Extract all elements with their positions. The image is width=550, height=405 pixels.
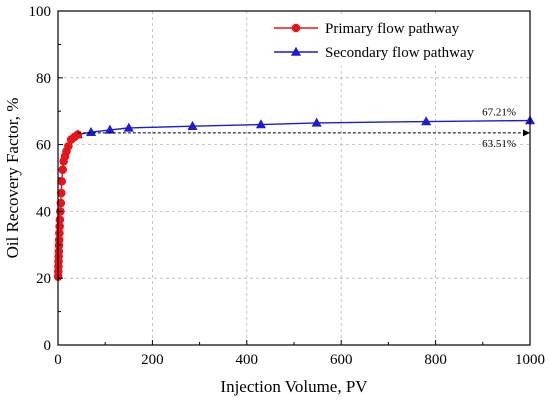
x-tick-label-5: 1000	[515, 352, 545, 368]
reference-arrow-head	[523, 129, 530, 137]
legend-marker-primary	[291, 23, 301, 33]
x-tick-label-0: 0	[54, 352, 62, 368]
axis-ticks	[57, 10, 531, 346]
data-point-secondary	[255, 119, 266, 129]
data-point-secondary	[86, 126, 97, 136]
legend: Primary flow pathway Secondary flow path…	[268, 14, 526, 66]
data-point-primary	[64, 141, 73, 151]
reference-layer	[77, 129, 530, 137]
data-point-secondary	[123, 122, 134, 132]
x-tick-label-4: 800	[424, 352, 447, 368]
x-tick-label-3: 600	[330, 352, 353, 368]
data-point-primary	[57, 188, 66, 198]
data-point-primary	[58, 165, 68, 174]
y-tick-label-2: 40	[36, 204, 51, 220]
x-tick-label-2: 400	[236, 352, 259, 368]
data-point-secondary	[421, 116, 432, 126]
legend-label-primary: Primary flow pathway	[325, 21, 460, 37]
annotation-reference-recovery: 63.51%	[482, 138, 516, 150]
data-point-primary	[57, 177, 67, 186]
data-point-primary	[73, 130, 83, 139]
data-point-primary	[54, 247, 64, 256]
data-point-primary	[55, 228, 64, 238]
data-point-primary	[55, 215, 65, 225]
data-point-primary	[56, 198, 66, 208]
data-point-secondary	[104, 124, 115, 134]
tick-labels: 0 200 400 600 800 1000 0 20 40 60 80 100	[29, 4, 546, 368]
y-tick-label-5: 100	[29, 4, 52, 20]
data-point-secondary	[311, 117, 322, 127]
legend-marker-secondary	[290, 46, 302, 56]
x-axis-title: Injection Volume, PV	[220, 377, 368, 396]
y-tick-label-4: 80	[36, 71, 51, 87]
x-tick-label-1: 200	[141, 352, 164, 368]
legend-label-secondary: Secondary flow pathway	[325, 45, 475, 61]
data-point-secondary	[187, 120, 198, 130]
annotation-final-recovery: 67.21%	[482, 107, 516, 119]
grid-lines	[58, 11, 530, 345]
legend-item-secondary: Secondary flow pathway	[274, 45, 475, 61]
y-tick-label-1: 20	[36, 271, 51, 287]
legend-item-primary: Primary flow pathway	[274, 21, 460, 37]
legend-box	[268, 14, 526, 66]
y-axis-title: Oil Recovery Factor, %	[3, 98, 22, 259]
series-layer	[53, 115, 536, 281]
y-tick-label-3: 60	[36, 138, 51, 154]
data-point-primary	[54, 235, 64, 245]
y-tick-label-0: 0	[44, 338, 52, 354]
